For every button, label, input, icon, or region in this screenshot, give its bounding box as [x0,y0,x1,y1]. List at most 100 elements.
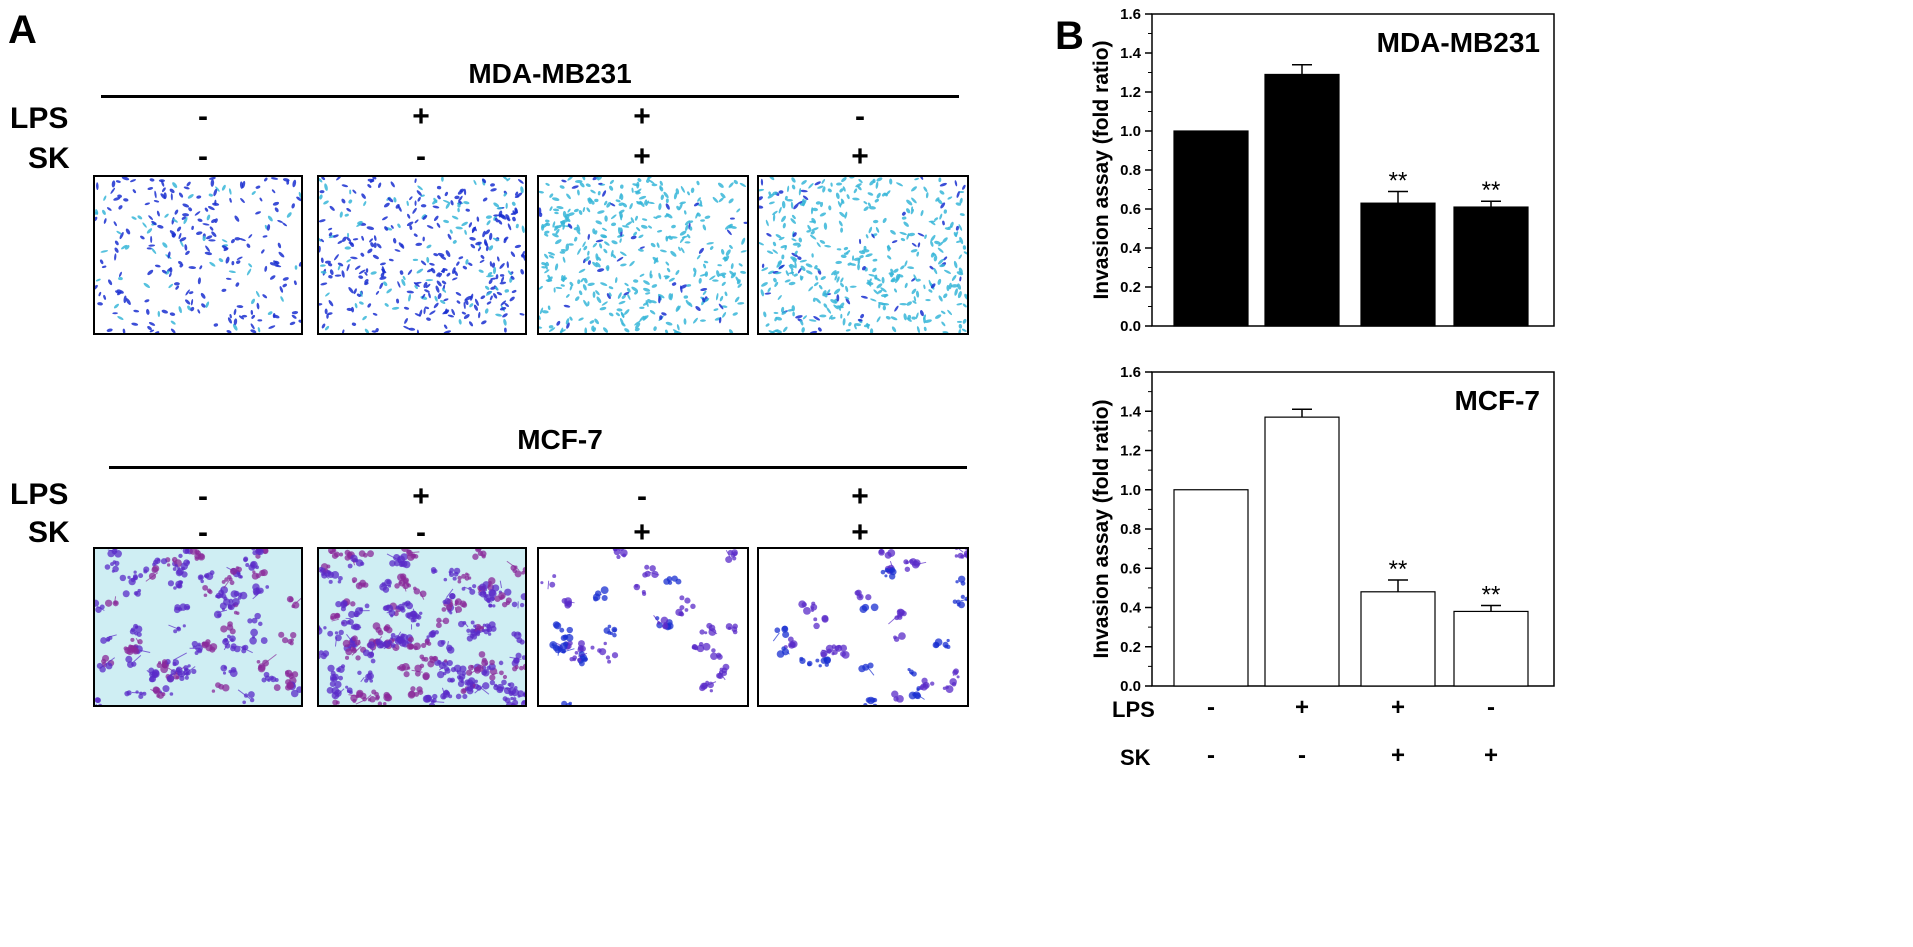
cell [178,232,182,240]
cell [259,197,263,202]
cell-cluster [436,617,442,623]
cell-strand [102,657,116,668]
cell [210,179,215,187]
cell [280,296,284,302]
cell [775,234,782,239]
cell [899,231,907,236]
cell [934,314,942,319]
cell-cluster [469,588,476,595]
cell [209,177,216,180]
cell-cluster [339,552,344,557]
cell [732,312,738,316]
cell [887,255,892,260]
cell [261,249,265,254]
micrograph-background [759,549,967,705]
cell [256,302,260,310]
cell [417,185,423,191]
cell [183,216,188,225]
cell-cluster [872,703,878,705]
cell [639,200,645,208]
cell-cluster [338,575,343,581]
cell-cluster [329,550,333,554]
y-tick-label: 1.4 [1120,403,1142,420]
cell [147,269,154,276]
cell-cluster [286,681,294,689]
cell [863,206,869,212]
micrograph-image [539,549,747,705]
cell [409,225,413,230]
cell-cluster [481,669,487,676]
cell-cluster [919,685,924,690]
cell [623,309,630,315]
cell-cluster [946,638,950,643]
cell-cluster [435,622,442,629]
cell [241,180,246,189]
cell-cluster [319,624,321,631]
cell [344,213,349,217]
cell [578,290,583,296]
cell [456,261,460,266]
cell-cluster [488,603,493,608]
cell [666,267,671,273]
cell [358,301,364,305]
cell-cluster [813,617,818,622]
cell [648,179,655,185]
cell-strand [465,682,469,685]
sign-g1-sk-3: + [633,140,651,173]
cell [106,328,113,332]
cell [437,195,441,200]
cell [363,201,367,207]
cell [169,188,175,194]
cell [414,285,418,290]
cell [548,255,555,259]
cell [457,202,461,208]
cell-cluster [574,650,579,655]
cell [728,329,734,333]
cell [425,283,431,289]
cell [601,235,607,238]
cell [269,262,276,266]
cell [865,253,873,258]
cell [554,211,559,215]
cell [499,274,505,277]
cell [426,244,432,249]
cell [712,279,719,282]
cell [523,256,525,262]
cell [953,231,958,238]
cell [740,270,747,274]
significance-label: ** [1482,582,1501,609]
cell [728,182,734,188]
cell [845,250,851,254]
y-tick-label: 0.4 [1120,600,1142,617]
cell [597,191,601,196]
cell [685,299,691,306]
cell [514,207,518,213]
cell [841,177,847,183]
cell [458,319,462,325]
cell-cluster [258,663,266,671]
cell-cluster [194,556,200,561]
cell [629,202,633,210]
cell [882,217,887,224]
cell-cluster [383,625,390,632]
cell [737,283,742,288]
cell [923,326,927,332]
cell [248,263,253,268]
cell [784,245,787,251]
cell [833,271,840,276]
panel-b-letter: B [1055,14,1084,58]
cell-cluster [243,557,248,563]
cell-cluster [519,639,525,645]
cell [517,179,524,184]
cell [615,312,620,317]
cell-cluster [600,586,609,594]
cell [146,247,152,250]
cell [928,220,936,223]
cell [172,218,178,223]
cell [348,241,354,245]
cell [185,250,190,256]
cell [468,222,473,228]
cell [179,263,184,268]
cell [791,252,799,258]
cell [539,286,543,290]
